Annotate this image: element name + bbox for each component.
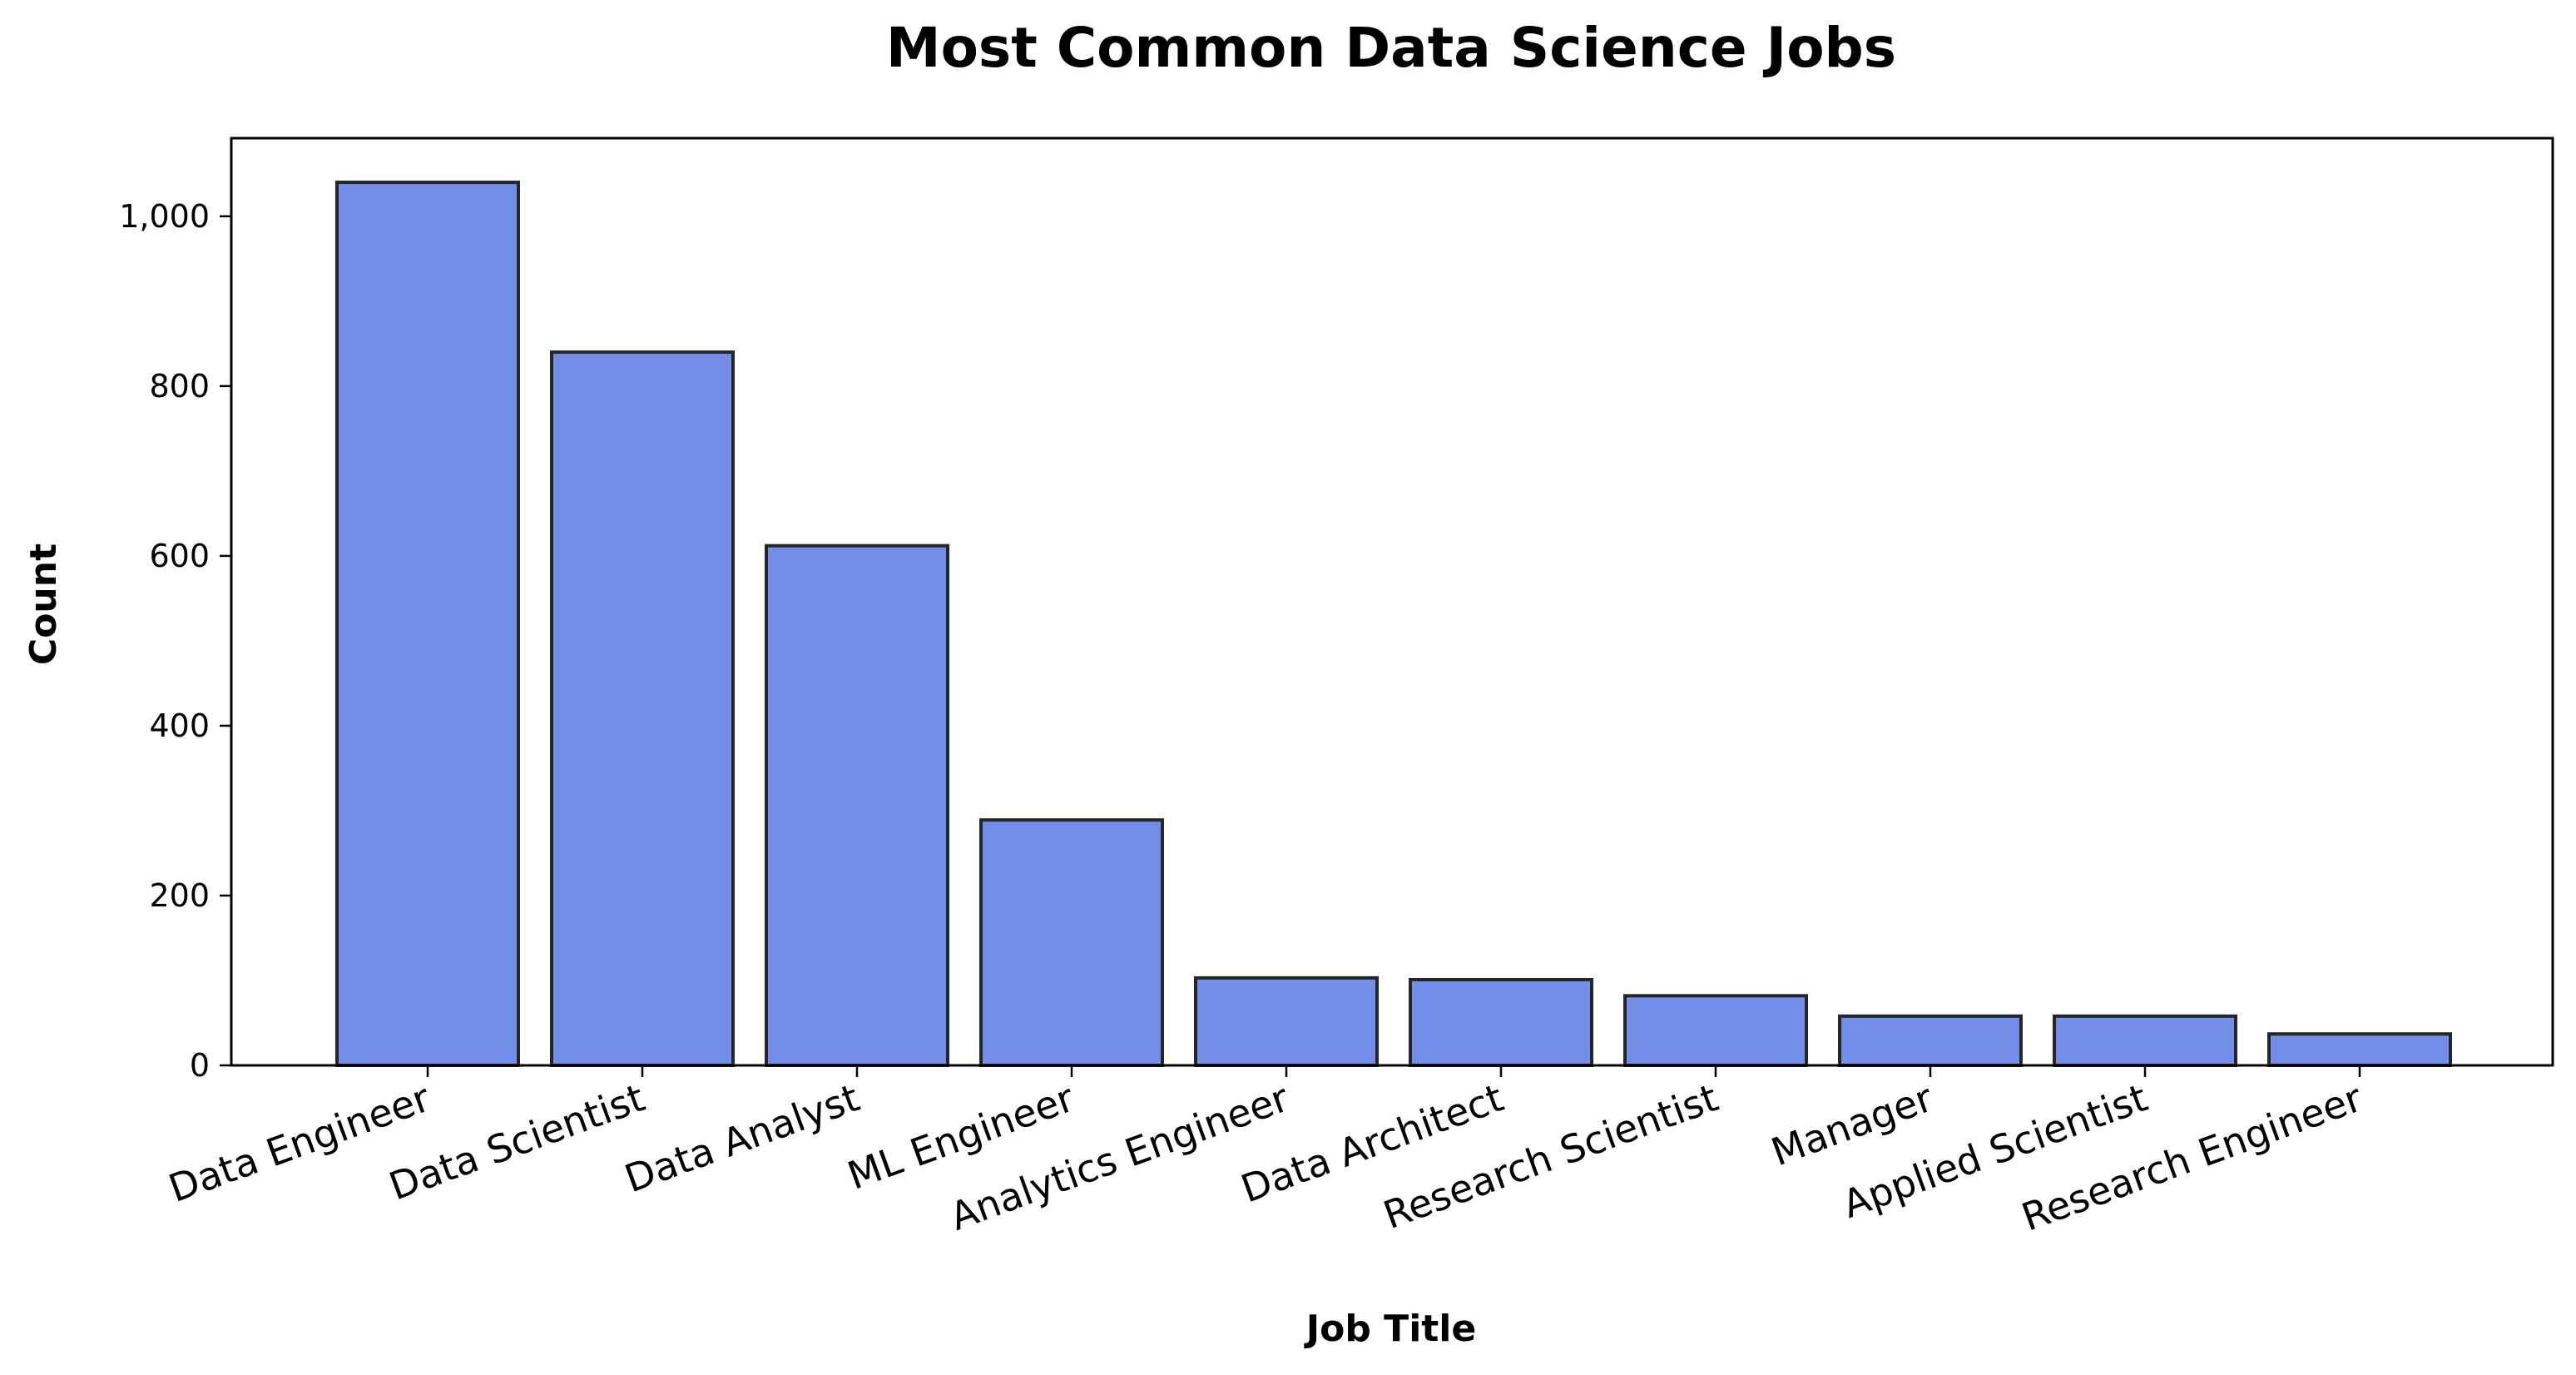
bar-4 [1194,975,1379,1068]
y-tick-label-0: 0 [190,1047,210,1084]
x-axis-label: Job Title [1304,1308,1476,1350]
bar-5 [1409,977,1593,1068]
bar-3 [979,818,1164,1068]
bar-7 [1838,1014,2023,1068]
y-tick-label-1: 200 [149,877,210,914]
y-tick-label-4: 800 [149,368,210,405]
plot-frame [230,137,2554,1067]
y-axis-label: Count [22,544,65,665]
bars-group [335,181,2452,1068]
bar-6 [1623,994,1808,1068]
x-tick-label-2: Data Analyst [619,1075,865,1202]
bar-9 [2267,1032,2452,1068]
bar-2 [765,544,949,1067]
chart-title: Most Common Data Science Jobs [886,16,1896,80]
bar-0 [335,181,520,1068]
y-tick-label-3: 600 [149,538,210,574]
y-axis-ticks: 0 200 400 600 800 1,000 [119,198,231,1084]
y-tick-label-2: 400 [149,707,210,744]
bar-8 [2053,1014,2237,1068]
y-tick-label-5: 1,000 [119,198,210,235]
bar-1 [550,350,735,1068]
